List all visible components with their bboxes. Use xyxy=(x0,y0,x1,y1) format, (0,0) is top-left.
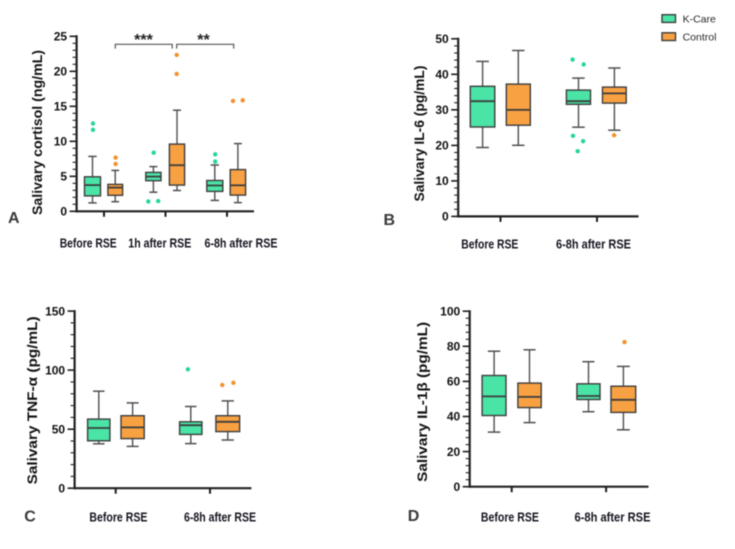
svg-text:D: D xyxy=(408,508,420,525)
svg-text:B: B xyxy=(384,212,396,229)
svg-text:Salivary IL-6 (pg/mL): Salivary IL-6 (pg/mL) xyxy=(412,66,427,202)
svg-text:25: 25 xyxy=(54,30,68,44)
svg-text:Before RSE: Before RSE xyxy=(481,509,539,524)
svg-text:C: C xyxy=(24,509,36,526)
svg-text:50: 50 xyxy=(52,422,66,436)
svg-text:6-8h after RSE: 6-8h after RSE xyxy=(184,509,256,524)
svg-text:30: 30 xyxy=(435,103,449,117)
svg-text:150: 150 xyxy=(45,304,65,318)
svg-text:1h after RSE: 1h after RSE xyxy=(128,236,191,251)
svg-text:40: 40 xyxy=(435,68,449,82)
svg-text:A: A xyxy=(8,210,20,227)
svg-text:Salivary TNF-α (pg/mL): Salivary TNF-α (pg/mL) xyxy=(25,316,40,484)
svg-text:Before RSE: Before RSE xyxy=(60,236,117,251)
svg-text:0: 0 xyxy=(60,205,67,219)
svg-text:Control: Control xyxy=(683,32,717,44)
svg-text:Before RSE: Before RSE xyxy=(89,509,147,524)
svg-text:Salivary IL-1β (pg/mL): Salivary IL-1β (pg/mL) xyxy=(415,322,430,482)
svg-text:K-Care: K-Care xyxy=(683,14,716,26)
svg-text:80: 80 xyxy=(447,340,461,354)
svg-text:6-8h after RSE: 6-8h after RSE xyxy=(575,509,651,524)
svg-text:Salivary cortisol (ng/mL): Salivary cortisol (ng/mL) xyxy=(30,50,45,215)
svg-text:***: *** xyxy=(134,32,153,49)
svg-text:100: 100 xyxy=(440,304,460,318)
svg-text:6-8h after RSE: 6-8h after RSE xyxy=(205,236,278,251)
svg-text:20: 20 xyxy=(54,65,68,79)
svg-text:0: 0 xyxy=(58,481,65,495)
svg-text:20: 20 xyxy=(435,139,449,153)
svg-text:50: 50 xyxy=(435,32,449,46)
svg-text:6-8h after RSE: 6-8h after RSE xyxy=(556,236,631,251)
svg-text:20: 20 xyxy=(447,445,461,459)
svg-text:60: 60 xyxy=(447,375,461,389)
svg-text:**: ** xyxy=(197,32,210,49)
svg-text:10: 10 xyxy=(54,135,68,149)
svg-text:5: 5 xyxy=(60,170,67,184)
svg-text:40: 40 xyxy=(447,410,461,424)
svg-text:Before RSE: Before RSE xyxy=(461,236,518,251)
svg-text:0: 0 xyxy=(454,480,461,494)
svg-text:10: 10 xyxy=(435,174,449,188)
svg-text:15: 15 xyxy=(54,100,68,114)
svg-text:100: 100 xyxy=(45,363,65,377)
svg-text:0: 0 xyxy=(442,210,449,224)
